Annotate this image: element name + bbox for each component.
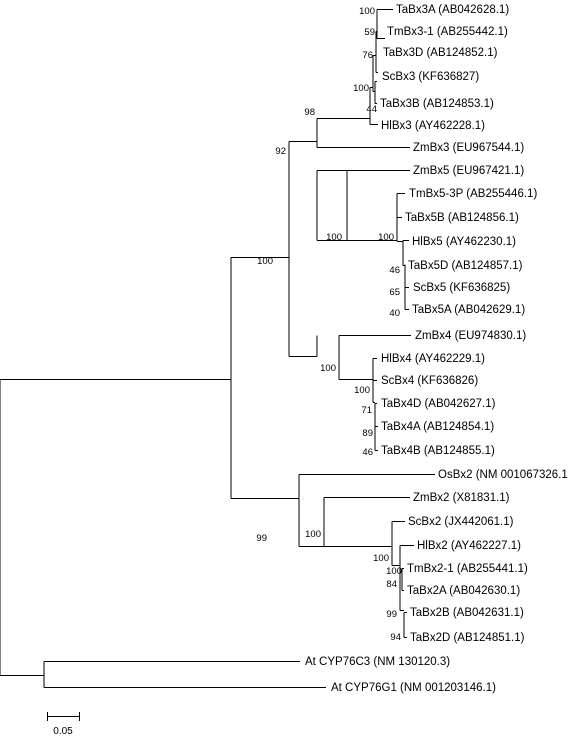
leaf-label: TmBx2-1 (AB255441.1) [407,563,528,575]
leaf-label: ScBx2 (JX442061.1) [408,516,514,528]
bootstrap-value: 44 [366,104,377,115]
bootstrap-value: 59 [364,27,375,38]
leaf-labels: TaBx3A (AB042628.1) TmBx3-1 (AB255442.1)… [305,4,568,694]
leaf-label: ZmBx3 (EU967544.1) [413,142,524,154]
leaf-label: TaBx3D (AB124852.1) [383,47,498,59]
leaf-label: TmBx5-3P (AB255446.1) [409,188,537,200]
leaf-label: HlBx2 (AY462227.1) [417,540,521,552]
bootstrap-value: 65 [389,287,400,298]
leaf-label: TaBx2D (AB124851.1) [410,632,525,644]
bootstrap-value: 84 [386,579,397,590]
tree-branches [0,9,435,688]
bootstrap-values: 100 59 76 100 44 98 92 100 100 46 65 40 … [256,6,402,643]
leaf-label: TaBx5D (AB124857.1) [408,260,523,272]
bootstrap-value: 100 [326,232,342,243]
bootstrap-value: 94 [390,632,401,643]
bootstrap-value: 99 [386,609,397,620]
leaf-label: TaBx3B (AB124853.1) [380,98,494,110]
scale-bar-label: 0.05 [53,726,73,737]
leaf-label: ZmBx4 (EU974830.1) [415,330,526,342]
leaf-label: At CYP76C3 (NM 130120.3) [305,656,450,668]
bootstrap-value: 100 [257,256,273,267]
leaf-label: TaBx3A (AB042628.1) [396,4,509,16]
bootstrap-value: 89 [362,428,373,439]
bootstrap-value: 71 [361,405,372,416]
bootstrap-value: 99 [256,533,267,544]
leaf-label: ScBx5 (KF636825) [413,282,510,294]
leaf-label: TaBx2B (AB042631.1) [410,607,524,619]
bootstrap-value: 100 [373,553,389,564]
bootstrap-value: 100 [378,232,394,243]
bootstrap-value: 46 [389,265,400,276]
leaf-label: TaBx5B (AB124856.1) [405,212,519,224]
leaf-label: HlBx5 (AY462230.1) [412,236,516,248]
leaf-label: TaBx4D (AB042627.1) [381,398,496,410]
leaf-label: ZmBx5 (EU967421.1) [413,165,524,177]
leaf-label: TaBx4A (AB124854.1) [381,421,494,433]
scale-bar: 0.05 [47,712,80,737]
bootstrap-value: 92 [275,146,286,157]
leaf-label: HlBx4 (AY462229.1) [381,353,485,365]
leaf-label: ScBx3 (KF636827) [382,71,479,83]
leaf-label: TaBx5A (AB042629.1) [412,304,525,316]
bootstrap-value: 98 [304,107,315,118]
leaf-label: HlBx3 (AY462228.1) [381,120,485,132]
bootstrap-value: 100 [305,529,321,540]
bootstrap-value: 100 [353,83,369,94]
bootstrap-value: 100 [386,566,402,577]
bootstrap-value: 100 [354,385,370,396]
leaf-label: TaBx4B (AB124855.1) [381,445,495,457]
leaf-label: TaBx2A (AB042630.1) [407,585,520,597]
leaf-label: ZmBx2 (X81831.1) [413,492,510,504]
bootstrap-value: 76 [362,50,373,61]
bootstrap-value: 100 [359,6,375,17]
bootstrap-value: 46 [362,447,373,458]
bootstrap-value: 40 [389,308,400,319]
leaf-label: ScBx4 (KF636826) [381,375,478,387]
leaf-label: TmBx3-1 (AB255442.1) [387,26,508,38]
bootstrap-value: 100 [320,363,336,374]
leaf-label: OsBx2 (NM 001067326.1) [438,469,568,481]
leaf-label: At CYP76G1 (NM 001203146.1) [331,682,496,694]
